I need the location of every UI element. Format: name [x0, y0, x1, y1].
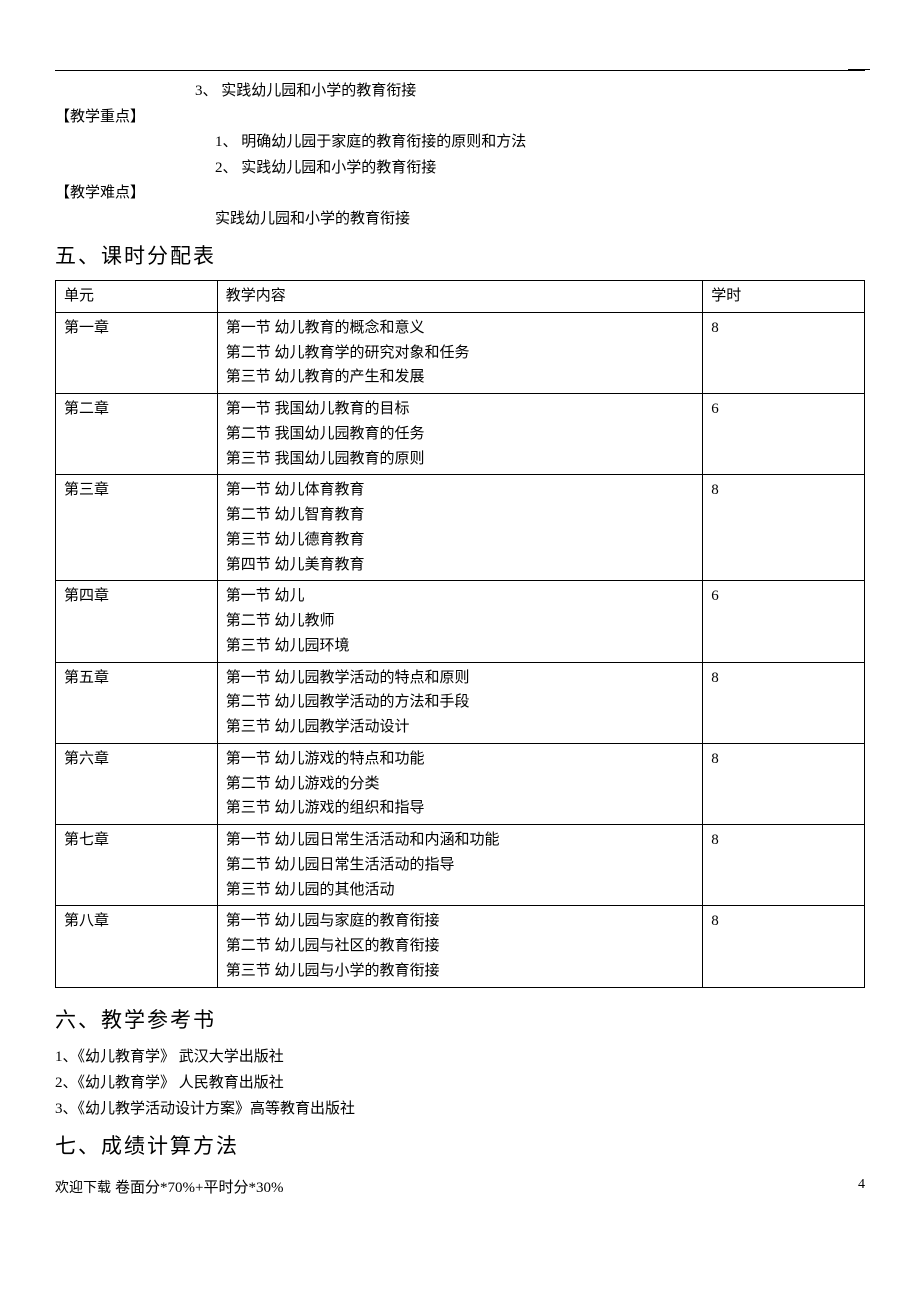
reference-list: 1、《幼儿教育学》 武汉大学出版社2、《幼儿教育学》 人民教育出版社3、《幼儿教… [55, 1044, 865, 1123]
table-content-line: 第三节 幼儿园与小学的教育衔接 [226, 959, 694, 984]
header-dash [848, 69, 870, 70]
table-content-line: 第一节 幼儿游戏的特点和功能 [226, 747, 694, 772]
table-content-line: 第一节 幼儿体育教育 [226, 478, 694, 503]
table-unit-cell: 第四章 [56, 581, 218, 662]
table-content-cell: 第一节 幼儿园教学活动的特点和原则第二节 幼儿园教学活动的方法和手段第三节 幼儿… [217, 662, 702, 743]
table-header-cell: 单元 [56, 281, 218, 313]
table-content-line: 第三节 幼儿游戏的组织和指导 [226, 796, 694, 821]
table-content-line: 第三节 幼儿园教学活动设计 [226, 715, 694, 740]
table-content-line: 第三节 我国幼儿园教育的原则 [226, 447, 694, 472]
table-content-line: 第一节 幼儿园教学活动的特点和原则 [226, 666, 694, 691]
reference-item: 1、《幼儿教育学》 武汉大学出版社 [55, 1044, 865, 1070]
table-content-line: 第三节 幼儿德育教育 [226, 528, 694, 553]
table-unit-cell: 第七章 [56, 825, 218, 906]
table-content-cell: 第一节 我国幼儿教育的目标第二节 我国幼儿园教育的任务第三节 我国幼儿园教育的原… [217, 394, 702, 475]
list-item: 1、 明确幼儿园于家庭的教育衔接的原则和方法 [55, 130, 865, 156]
table-header-cell: 学时 [703, 281, 865, 313]
reference-item: 2、《幼儿教育学》 人民教育出版社 [55, 1070, 865, 1096]
table-content-line: 第二节 幼儿智育教育 [226, 503, 694, 528]
table-unit-cell: 第二章 [56, 394, 218, 475]
table-content-line: 第一节 幼儿园与家庭的教育衔接 [226, 909, 694, 934]
table-content-line: 第三节 幼儿园的其他活动 [226, 878, 694, 903]
table-hours-cell: 8 [703, 312, 865, 393]
table-unit-cell: 第三章 [56, 475, 218, 581]
key-points-label: 【教学重点】 [55, 105, 865, 131]
table-hours-cell: 6 [703, 394, 865, 475]
table-hours-cell: 8 [703, 662, 865, 743]
section-6-heading: 六、教学参考书 [55, 1004, 865, 1034]
table-unit-cell: 第一章 [56, 312, 218, 393]
table-hours-cell: 8 [703, 743, 865, 824]
table-content-cell: 第一节 幼儿第二节 幼儿教师第三节 幼儿园环境 [217, 581, 702, 662]
table-content-cell: 第一节 幼儿园与家庭的教育衔接第二节 幼儿园与社区的教育衔接第三节 幼儿园与小学… [217, 906, 702, 987]
section-7-heading: 七、成绩计算方法 [55, 1130, 865, 1160]
page-number: 4 [858, 1177, 865, 1197]
list-item: 3、 实践幼儿园和小学的教育衔接 [55, 79, 865, 105]
table-hours-cell: 8 [703, 475, 865, 581]
table-content-line: 第二节 幼儿园与社区的教育衔接 [226, 934, 694, 959]
table-content-cell: 第一节 幼儿教育的概念和意义第二节 幼儿教育学的研究对象和任务第三节 幼儿教育的… [217, 312, 702, 393]
table-hours-cell: 8 [703, 906, 865, 987]
table-content-line: 第一节 我国幼儿教育的目标 [226, 397, 694, 422]
list-item: 2、 实践幼儿园和小学的教育衔接 [55, 156, 865, 182]
table-content-cell: 第一节 幼儿游戏的特点和功能第二节 幼儿游戏的分类第三节 幼儿游戏的组织和指导 [217, 743, 702, 824]
schedule-table: 单元教学内容学时第一章第一节 幼儿教育的概念和意义第二节 幼儿教育学的研究对象和… [55, 280, 865, 988]
table-hours-cell: 8 [703, 825, 865, 906]
reference-item: 3、《幼儿教学活动设计方案》高等教育出版社 [55, 1096, 865, 1122]
table-unit-cell: 第八章 [56, 906, 218, 987]
table-hours-cell: 6 [703, 581, 865, 662]
table-content-line: 第二节 幼儿游戏的分类 [226, 772, 694, 797]
table-content-line: 第二节 幼儿园教学活动的方法和手段 [226, 690, 694, 715]
table-header-cell: 教学内容 [217, 281, 702, 313]
table-content-cell: 第一节 幼儿园日常生活活动和内涵和功能第二节 幼儿园日常生活活动的指导第三节 幼… [217, 825, 702, 906]
table-content-cell: 第一节 幼儿体育教育第二节 幼儿智育教育第三节 幼儿德育教育第四节 幼儿美育教育 [217, 475, 702, 581]
table-content-line: 第二节 我国幼儿园教育的任务 [226, 422, 694, 447]
footer-left: 欢迎下载 [55, 1177, 111, 1197]
table-content-line: 第二节 幼儿园日常生活活动的指导 [226, 853, 694, 878]
table-content-line: 第一节 幼儿园日常生活活动和内涵和功能 [226, 828, 694, 853]
table-content-line: 第二节 幼儿教育学的研究对象和任务 [226, 341, 694, 366]
table-content-line: 第一节 幼儿 [226, 584, 694, 609]
section-5-heading: 五、课时分配表 [55, 240, 865, 270]
list-item: 实践幼儿园和小学的教育衔接 [55, 207, 865, 233]
table-content-line: 第三节 幼儿园环境 [226, 634, 694, 659]
table-unit-cell: 第六章 [56, 743, 218, 824]
table-unit-cell: 第五章 [56, 662, 218, 743]
difficulty-label: 【教学难点】 [55, 181, 865, 207]
table-content-line: 第三节 幼儿教育的产生和发展 [226, 365, 694, 390]
table-content-line: 第四节 幼儿美育教育 [226, 553, 694, 578]
table-content-line: 第一节 幼儿教育的概念和意义 [226, 316, 694, 341]
table-content-line: 第二节 幼儿教师 [226, 609, 694, 634]
header-divider [55, 70, 865, 71]
